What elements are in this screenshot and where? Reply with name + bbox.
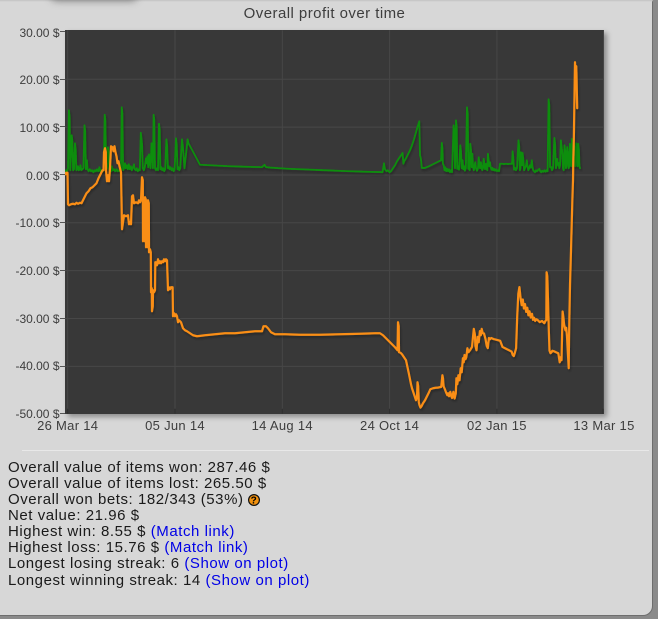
svg-text:?: ? bbox=[251, 496, 258, 507]
